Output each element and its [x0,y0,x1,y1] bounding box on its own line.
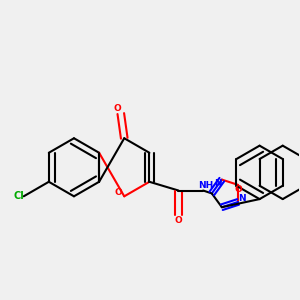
Text: O: O [115,188,123,197]
Text: NH: NH [198,181,214,190]
Text: O: O [175,215,182,224]
Text: O: O [234,185,242,194]
Text: N: N [214,178,222,188]
Text: O: O [113,103,121,112]
Text: N: N [238,194,245,203]
Text: Cl: Cl [14,191,24,201]
